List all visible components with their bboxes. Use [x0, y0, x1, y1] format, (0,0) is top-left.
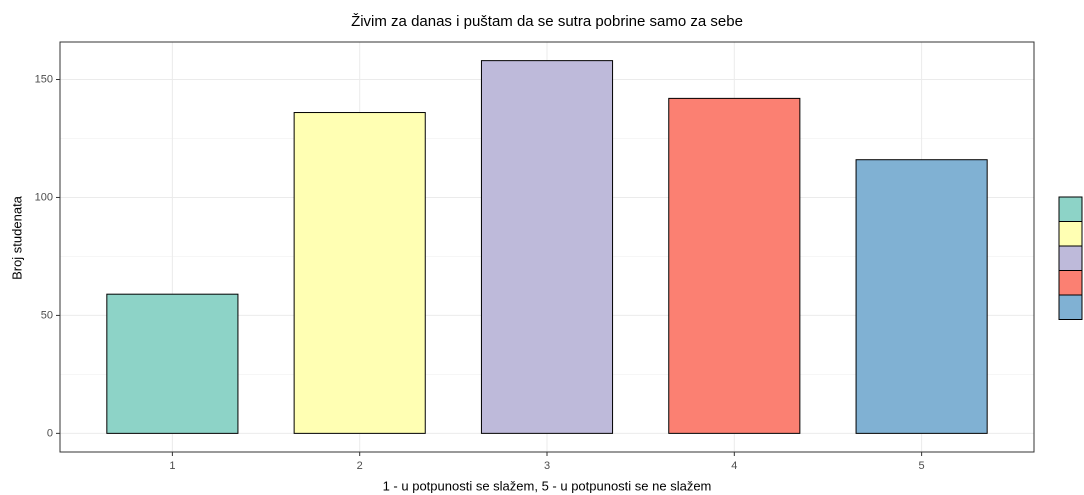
bar	[668, 97, 801, 434]
x-tick-label: 4	[731, 460, 737, 472]
x-axis-title: 1 - u potpunosti se slažem, 5 - u potpun…	[383, 478, 712, 493]
y-tick-label: 50	[41, 309, 53, 321]
legend-key	[1058, 294, 1083, 320]
x-tick-label: 3	[544, 460, 550, 472]
bar	[855, 159, 988, 434]
legend-key	[1058, 270, 1083, 296]
bar	[293, 112, 426, 434]
legend-key	[1058, 245, 1083, 271]
legend-key	[1058, 221, 1083, 247]
panel-border	[59, 41, 1035, 453]
bar	[480, 60, 614, 434]
y-tick-label: 0	[47, 427, 53, 439]
x-tick-label: 2	[357, 460, 363, 472]
x-tick-label: 5	[919, 460, 925, 472]
y-tick-label: 100	[35, 191, 53, 203]
y-axis-title: Broj studenata	[9, 195, 24, 280]
bar	[106, 293, 239, 434]
y-tick-label: 150	[35, 73, 53, 85]
x-tick-label: 1	[169, 460, 175, 472]
legend-key	[1058, 196, 1083, 222]
chart-title: Živim za danas i puštam da se sutra pobr…	[351, 13, 743, 30]
